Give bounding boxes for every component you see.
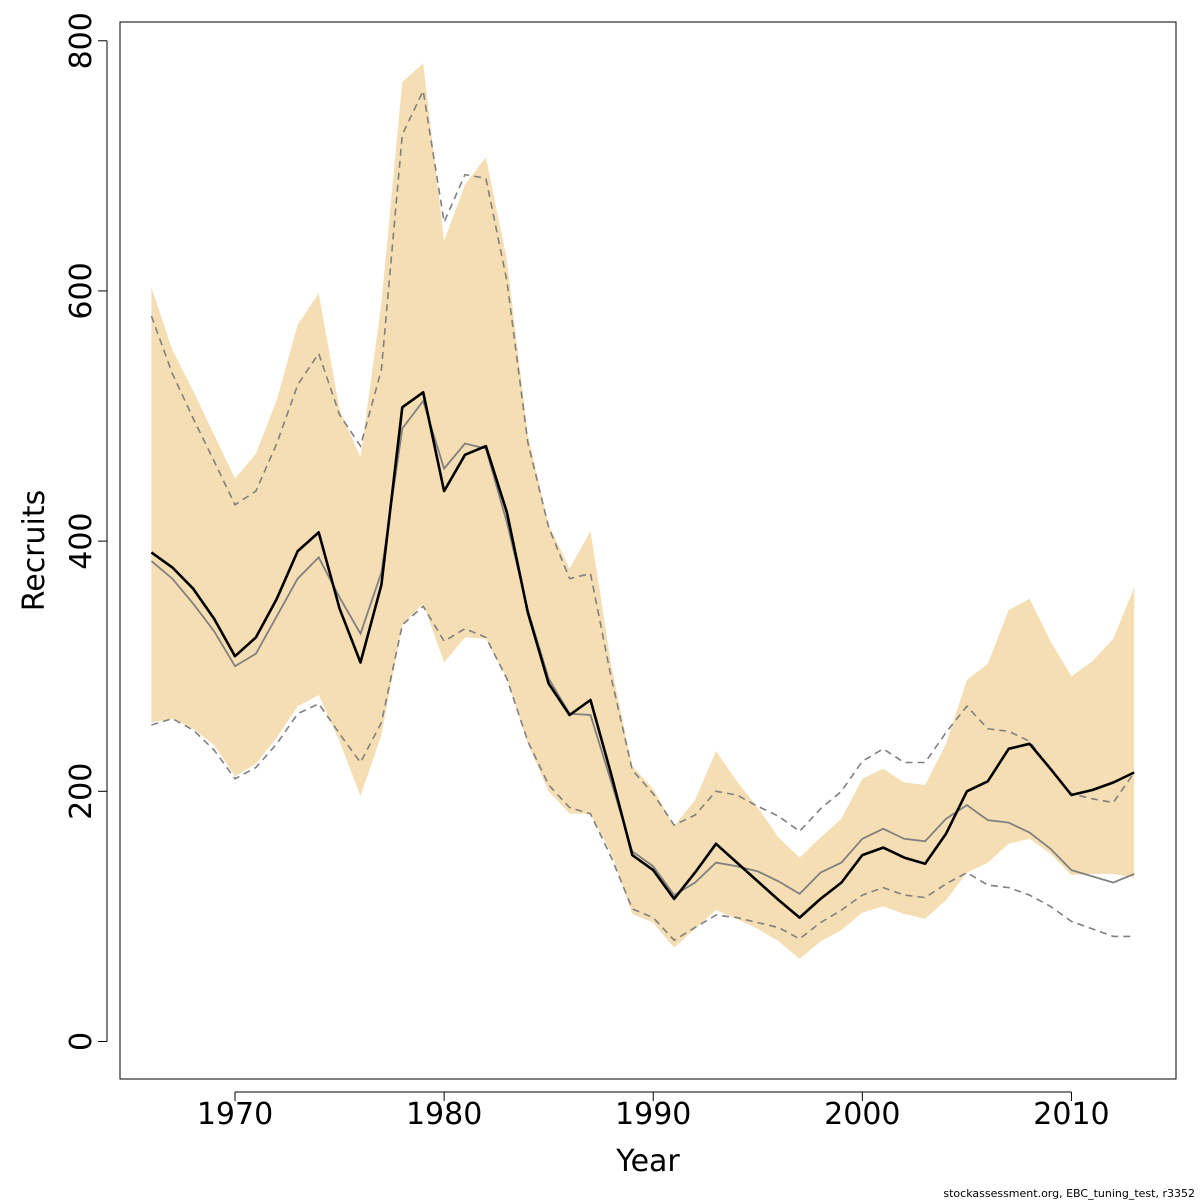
x-tick-label: 1990 [615,1097,691,1132]
y-tick-label: 0 [64,1032,99,1051]
previous-ci-upper-line [150,88,1135,833]
y-tick-label: 200 [64,763,99,820]
previous-estimate-line [150,399,1135,897]
previous-ci-lower-line [151,604,1135,942]
x-tick-label: 1980 [406,1097,482,1132]
series-line-layer [150,390,1135,919]
y-tick-label: 400 [64,512,99,569]
x-tick-label: 2000 [824,1097,900,1132]
x-tick-label: 2010 [1033,1097,1109,1132]
estimate-line [150,390,1135,919]
previous-ci-layer [150,88,1135,942]
y-axis-title: Recruits [17,490,52,612]
x-tick-label: 1970 [197,1097,273,1132]
y-axis: 0 200 400 600 800 [64,12,108,1051]
y-tick-label: 800 [64,12,99,69]
y-tick-label: 600 [64,262,99,319]
x-axis: 1970 1980 1990 2000 2010 [197,1091,1110,1132]
source-caption: stockassessment.org, EBC_tuning_test, r3… [943,1187,1195,1200]
confidence-band [151,63,1135,959]
plot-frame [119,21,1177,1080]
x-axis-title: Year [615,1144,680,1179]
confidence-band-layer [151,63,1135,959]
